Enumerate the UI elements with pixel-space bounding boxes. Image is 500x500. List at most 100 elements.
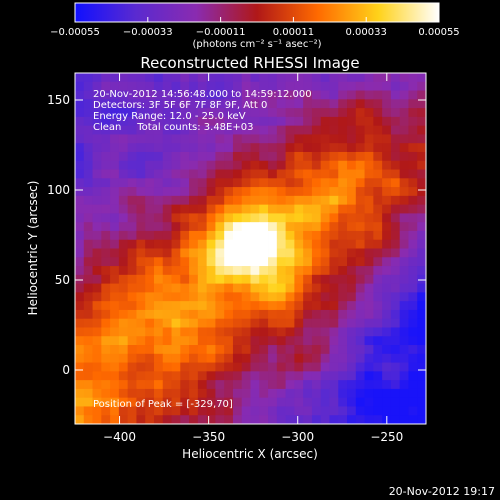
heatmap-cell	[259, 274, 269, 285]
heatmap-cell	[153, 204, 164, 214]
heatmap-cell	[268, 116, 278, 127]
heatmap-cell	[408, 380, 418, 390]
heatmap-cell	[162, 204, 172, 214]
heatmap-cell	[206, 222, 216, 232]
heatmap-cell	[241, 274, 251, 285]
heatmap-cell	[101, 415, 111, 424]
heatmap-cell	[329, 274, 339, 285]
heatmap-cell	[241, 108, 251, 118]
heatmap-cell	[364, 90, 374, 100]
heatmap-cell	[224, 292, 234, 302]
heatmap-cell	[101, 116, 111, 127]
heatmap-cell	[408, 283, 418, 293]
heatmap-cell	[101, 327, 111, 337]
heatmap-cell	[382, 239, 392, 249]
heatmap-cell	[311, 353, 322, 363]
heatmap-cell	[285, 257, 295, 267]
heatmap-cell	[224, 397, 234, 407]
heatmap-cell	[364, 248, 374, 258]
heatmap-cell	[364, 336, 374, 346]
heatmap-cell	[241, 178, 251, 188]
heatmap-cell	[127, 371, 137, 381]
heatmap-cell	[83, 388, 93, 399]
heatmap-cell	[329, 327, 339, 337]
heatmap-cell	[259, 353, 269, 363]
heatmap-cell	[118, 397, 129, 407]
heatmap-cell	[75, 169, 85, 179]
heatmap-cell	[162, 195, 172, 206]
heatmap-cell	[83, 266, 93, 276]
heatmap-cell	[153, 318, 164, 328]
heatmap-cell	[224, 283, 234, 293]
heatmap-cell	[224, 336, 234, 346]
heatmap-cell	[250, 99, 260, 109]
heatmap-cell	[355, 380, 365, 390]
heatmap-cell	[101, 301, 111, 311]
heatmap-cell	[180, 274, 190, 285]
heatmap-cell	[417, 125, 426, 135]
heatmap-cell	[206, 239, 216, 249]
heatmap-cell	[153, 239, 164, 249]
heatmap-cell	[268, 283, 278, 293]
heatmap-cell	[127, 309, 137, 320]
heatmap-cell	[390, 345, 401, 355]
heatmap-cell	[197, 371, 208, 381]
heatmap-cell	[241, 371, 251, 381]
heatmap-cell	[224, 204, 234, 214]
heatmap-cell	[92, 73, 102, 83]
heatmap-cell	[206, 309, 216, 320]
heatmap-cell	[92, 169, 102, 179]
heatmap-cell	[92, 195, 102, 206]
heatmap-cell	[206, 292, 216, 302]
heatmap-cell	[75, 327, 85, 337]
heatmap-cell	[355, 73, 365, 83]
heatmap-cell	[390, 81, 401, 91]
heatmap-cell	[189, 151, 199, 162]
heatmap-cell	[355, 239, 365, 249]
heatmap-cell	[92, 406, 102, 416]
heatmap-cell	[232, 257, 243, 267]
heatmap-cell	[259, 318, 269, 328]
heatmap-cell	[101, 336, 111, 346]
heatmap-cell	[118, 292, 129, 302]
heatmap-cell	[83, 222, 93, 232]
heatmap-cell	[268, 274, 278, 285]
heatmap-cell	[329, 116, 339, 127]
colorbar-tick-label: 0.00011	[273, 27, 314, 38]
heatmap-cell	[197, 309, 208, 320]
heatmap-cell	[215, 283, 225, 293]
heatmap-cell	[197, 160, 208, 170]
heatmap-cell	[127, 143, 137, 153]
heatmap-cell	[390, 213, 401, 223]
heatmap-cell	[382, 125, 392, 135]
heatmap-cell	[408, 125, 418, 135]
heatmap-cell	[189, 90, 199, 100]
heatmap-cell	[311, 151, 322, 162]
heatmap-cell	[364, 125, 374, 135]
heatmap-cell	[347, 108, 357, 118]
heatmap-cell	[162, 125, 172, 135]
heatmap-cell	[197, 327, 208, 337]
heatmap-cell	[320, 204, 330, 214]
heatmap-cell	[285, 230, 295, 241]
annotation-detectors: Detectors: 3F 5F 6F 7F 8F 9F, Att 0	[93, 100, 267, 111]
heatmap-cell	[180, 397, 190, 407]
heatmap-cell	[118, 187, 129, 197]
heatmap-cell	[180, 222, 190, 232]
heatmap-cell	[399, 336, 409, 346]
heatmap-cell	[276, 318, 287, 328]
heatmap-cell	[83, 116, 93, 127]
heatmap-cell	[276, 336, 287, 346]
heatmap-cell	[294, 178, 304, 188]
heatmap-cell	[180, 292, 190, 302]
heatmap-cell	[347, 143, 357, 153]
heatmap-cell	[153, 160, 164, 170]
heatmap-cell	[224, 248, 234, 258]
colorbar-ticks: −0.00055 −0.00033 −0.00011 0.00011 0.00033 0.…	[50, 17, 460, 38]
heatmap-cell	[338, 99, 348, 109]
heatmap-cell	[268, 239, 278, 249]
colorbar-gradient	[74, 2, 440, 23]
colorbar-tick-label: −0.00033	[123, 27, 173, 38]
heatmap-cell	[224, 116, 234, 127]
